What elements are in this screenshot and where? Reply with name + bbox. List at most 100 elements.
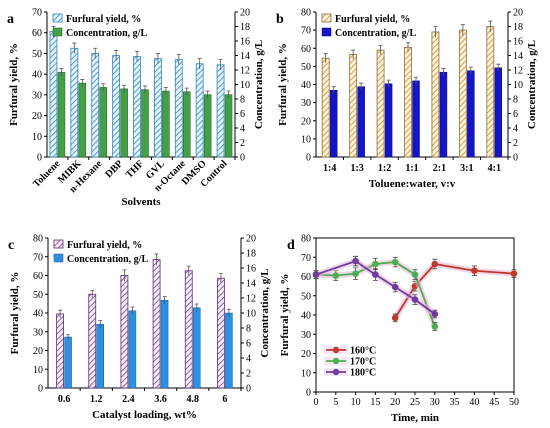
y-tick-label: 60 <box>33 271 43 282</box>
error-bar <box>205 90 210 99</box>
y2-tick-label: 18 <box>513 22 523 33</box>
bar-series1 <box>70 47 79 158</box>
y2-tick-label: 6 <box>240 109 245 120</box>
y-tick-label: 10 <box>32 132 42 143</box>
y-tick-label: 0 <box>306 388 311 399</box>
legend-swatch-series1 <box>53 239 64 249</box>
y-tick-label: 50 <box>33 290 43 301</box>
y-tick-label: 30 <box>301 330 311 341</box>
bar-series2 <box>57 71 66 158</box>
bar-series1 <box>133 56 141 158</box>
bar-series2 <box>203 94 212 158</box>
bar-series2 <box>160 300 169 389</box>
y2-tick-label: 10 <box>513 80 523 91</box>
y2-tick-label: 0 <box>246 384 251 395</box>
legend-swatch-series2 <box>321 27 332 37</box>
x-tick-label: 30 <box>430 397 440 408</box>
error-bar <box>218 273 223 283</box>
bar-series1 <box>174 59 183 158</box>
category-label: 6 <box>222 394 227 405</box>
bar-series2 <box>128 310 137 389</box>
legend-marker <box>332 357 340 365</box>
error-bar <box>122 269 127 282</box>
category-label: 1:4 <box>323 163 336 174</box>
y-tick-label: 60 <box>301 272 311 283</box>
y-tick-label: 20 <box>33 346 43 357</box>
error-bar <box>468 66 473 75</box>
error-bar <box>414 76 418 85</box>
chart-panels: 01020304050607002468101214161820TolueneM… <box>7 8 538 425</box>
legend-marker <box>332 346 340 354</box>
bar-series1 <box>404 46 412 158</box>
bar-series2 <box>224 94 233 158</box>
panel-letter: a <box>7 12 14 27</box>
y-tick-label: 80 <box>301 234 311 245</box>
data-point <box>510 270 518 277</box>
y-tick-label: 50 <box>301 291 311 302</box>
x-tick-label: 50 <box>509 397 519 408</box>
error-bar <box>194 303 199 312</box>
error-bar <box>155 53 160 64</box>
error-bar <box>66 334 71 340</box>
bar-series1 <box>349 54 358 158</box>
category-label: 1:1 <box>405 163 418 174</box>
error-bar <box>122 84 127 93</box>
y-tick-label: 80 <box>33 234 43 245</box>
bar-series2 <box>384 83 393 158</box>
series-line <box>315 260 436 315</box>
category-label: 4.8 <box>187 394 200 405</box>
category-label: 4:1 <box>488 163 501 174</box>
bar-series2 <box>99 87 107 158</box>
x-axis-title: Time, min <box>391 412 439 424</box>
bar-series1 <box>184 270 193 389</box>
bar-series2 <box>467 70 475 158</box>
bar-series2 <box>120 88 128 158</box>
y2-axis-title: Concentration, g/L <box>259 268 271 357</box>
y2-tick-label: 14 <box>513 51 523 62</box>
y-axis-title: Furfural yield, % <box>279 274 291 357</box>
bar-series2 <box>64 336 72 389</box>
bar-series1 <box>120 275 129 389</box>
bar-series2 <box>193 307 201 389</box>
y2-axis-title: Concentration, g/L <box>526 40 538 129</box>
y2-tick-label: 20 <box>513 8 523 19</box>
y2-tick-label: 4 <box>240 124 245 135</box>
y2-axis-title: Concentration, g/L <box>253 40 265 129</box>
legend-label-series1: Furfural yield, % <box>335 14 410 25</box>
y-tick-label: 30 <box>32 90 42 101</box>
y2-tick-label: 2 <box>240 138 245 149</box>
y-axis-title: Furfural yield, % <box>8 43 20 126</box>
y-tick-label: 60 <box>32 28 42 39</box>
error-bar <box>184 87 189 96</box>
y2-tick-label: 16 <box>513 37 523 48</box>
data-point <box>352 270 359 277</box>
y2-tick-label: 8 <box>513 95 518 106</box>
bar-series2 <box>329 90 338 158</box>
bar-series1 <box>217 277 225 389</box>
y-tick-label: 70 <box>301 26 311 37</box>
y-tick-label: 60 <box>301 44 311 55</box>
panel-letter: d <box>287 238 295 253</box>
y2-tick-label: 6 <box>246 339 251 350</box>
y-axis-title: Furfural yield, % <box>9 272 21 355</box>
x-tick-label: 10 <box>351 397 361 408</box>
bar-series1 <box>321 57 330 158</box>
legend-swatch-series1 <box>321 13 332 23</box>
x-tick-label: 15 <box>370 397 380 408</box>
legend-label-series1: Furfural yield, % <box>66 14 141 25</box>
data-point <box>411 296 419 303</box>
chart-panel-b: 0 10 20 30 40 50 60 70 80 0 2 4 6 8 10 12 14 16 18 20 1:4 1:3… <box>276 8 538 191</box>
error-bar <box>58 309 63 318</box>
error-bar <box>162 296 167 304</box>
y2-tick-label: 14 <box>246 279 256 290</box>
panel-letter: c <box>8 238 14 253</box>
y-tick-label: 40 <box>301 80 311 91</box>
y-tick-label: 20 <box>32 111 42 122</box>
bar-series1 <box>431 31 440 158</box>
chart-panel-a: 01020304050607002468101214161820TolueneM… <box>7 8 265 209</box>
y-tick-label: 30 <box>301 98 311 109</box>
data-point <box>391 314 399 322</box>
error-bar <box>460 24 465 36</box>
error-bar <box>93 47 98 59</box>
x-axis-title: Catalyst loading, wt% <box>92 409 197 421</box>
